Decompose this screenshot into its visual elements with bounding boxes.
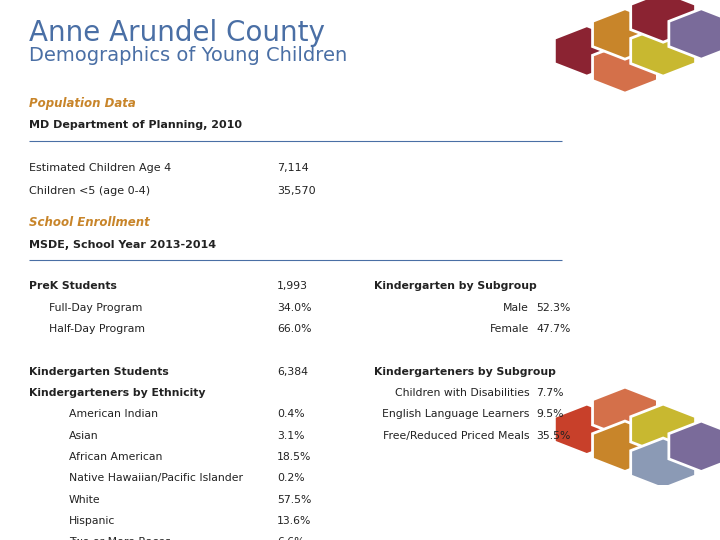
Polygon shape [631, 404, 696, 455]
Text: 35.5%: 35.5% [536, 431, 571, 441]
Text: English Language Learners: English Language Learners [382, 409, 529, 420]
Text: MD Department of Planning, 2010: MD Department of Planning, 2010 [29, 120, 242, 130]
Polygon shape [554, 404, 619, 455]
Polygon shape [593, 43, 657, 93]
Text: Male: Male [503, 303, 529, 313]
Text: Free/Reduced Priced Meals: Free/Reduced Priced Meals [383, 431, 529, 441]
Text: Hispanic: Hispanic [69, 516, 115, 526]
Text: Full-Day Program: Full-Day Program [49, 303, 143, 313]
Text: Population Data: Population Data [29, 97, 135, 110]
Text: 66.0%: 66.0% [277, 324, 312, 334]
Text: 47.7%: 47.7% [536, 324, 571, 334]
Text: 18.5%: 18.5% [277, 452, 312, 462]
Text: 35,570: 35,570 [277, 186, 316, 196]
Text: Demographics of Young Children: Demographics of Young Children [29, 46, 347, 65]
Polygon shape [593, 9, 657, 59]
Text: 34.0%: 34.0% [277, 303, 312, 313]
Text: American Indian: American Indian [69, 409, 158, 420]
Text: Kindergarten Students: Kindergarten Students [29, 367, 168, 377]
Polygon shape [593, 421, 657, 471]
Text: 0.2%: 0.2% [277, 474, 305, 483]
Text: Anne Arundel County: Anne Arundel County [29, 19, 325, 48]
Text: 7,114: 7,114 [277, 164, 309, 173]
Text: Asian: Asian [69, 431, 99, 441]
Text: MSDE, School Year 2013-2014: MSDE, School Year 2013-2014 [29, 240, 216, 249]
Text: 9.5%: 9.5% [536, 409, 564, 420]
Text: 7.7%: 7.7% [536, 388, 564, 398]
Text: PreK Students: PreK Students [29, 281, 117, 292]
Text: 1,993: 1,993 [277, 281, 308, 292]
Polygon shape [554, 26, 619, 76]
Text: Children with Disabilities: Children with Disabilities [395, 388, 529, 398]
Text: 52.3%: 52.3% [536, 303, 571, 313]
Polygon shape [669, 9, 720, 59]
Polygon shape [593, 387, 657, 437]
Text: 3.1%: 3.1% [277, 431, 305, 441]
Polygon shape [631, 26, 696, 76]
Text: Kindergarten by Subgroup: Kindergarten by Subgroup [374, 281, 537, 292]
Text: Estimated Children Age 4: Estimated Children Age 4 [29, 164, 171, 173]
Text: 6,384: 6,384 [277, 367, 308, 377]
Text: White: White [69, 495, 101, 505]
Text: Half-Day Program: Half-Day Program [49, 324, 145, 334]
Text: Kindergarteners by Subgroup: Kindergarteners by Subgroup [374, 367, 557, 377]
Text: 0.4%: 0.4% [277, 409, 305, 420]
Text: 13.6%: 13.6% [277, 516, 312, 526]
Text: 57.5%: 57.5% [277, 495, 312, 505]
Polygon shape [631, 0, 696, 42]
Polygon shape [669, 421, 720, 471]
Text: School Enrollment: School Enrollment [29, 217, 150, 230]
Text: Two or More Races: Two or More Races [69, 537, 171, 540]
Polygon shape [631, 438, 696, 489]
Text: Kindergarteners by Ethnicity: Kindergarteners by Ethnicity [29, 388, 205, 398]
Text: African American: African American [69, 452, 163, 462]
Text: Female: Female [490, 324, 529, 334]
Text: Native Hawaiian/Pacific Islander: Native Hawaiian/Pacific Islander [69, 474, 243, 483]
Text: 6.6%: 6.6% [277, 537, 305, 540]
Text: Children <5 (age 0-4): Children <5 (age 0-4) [29, 186, 150, 196]
